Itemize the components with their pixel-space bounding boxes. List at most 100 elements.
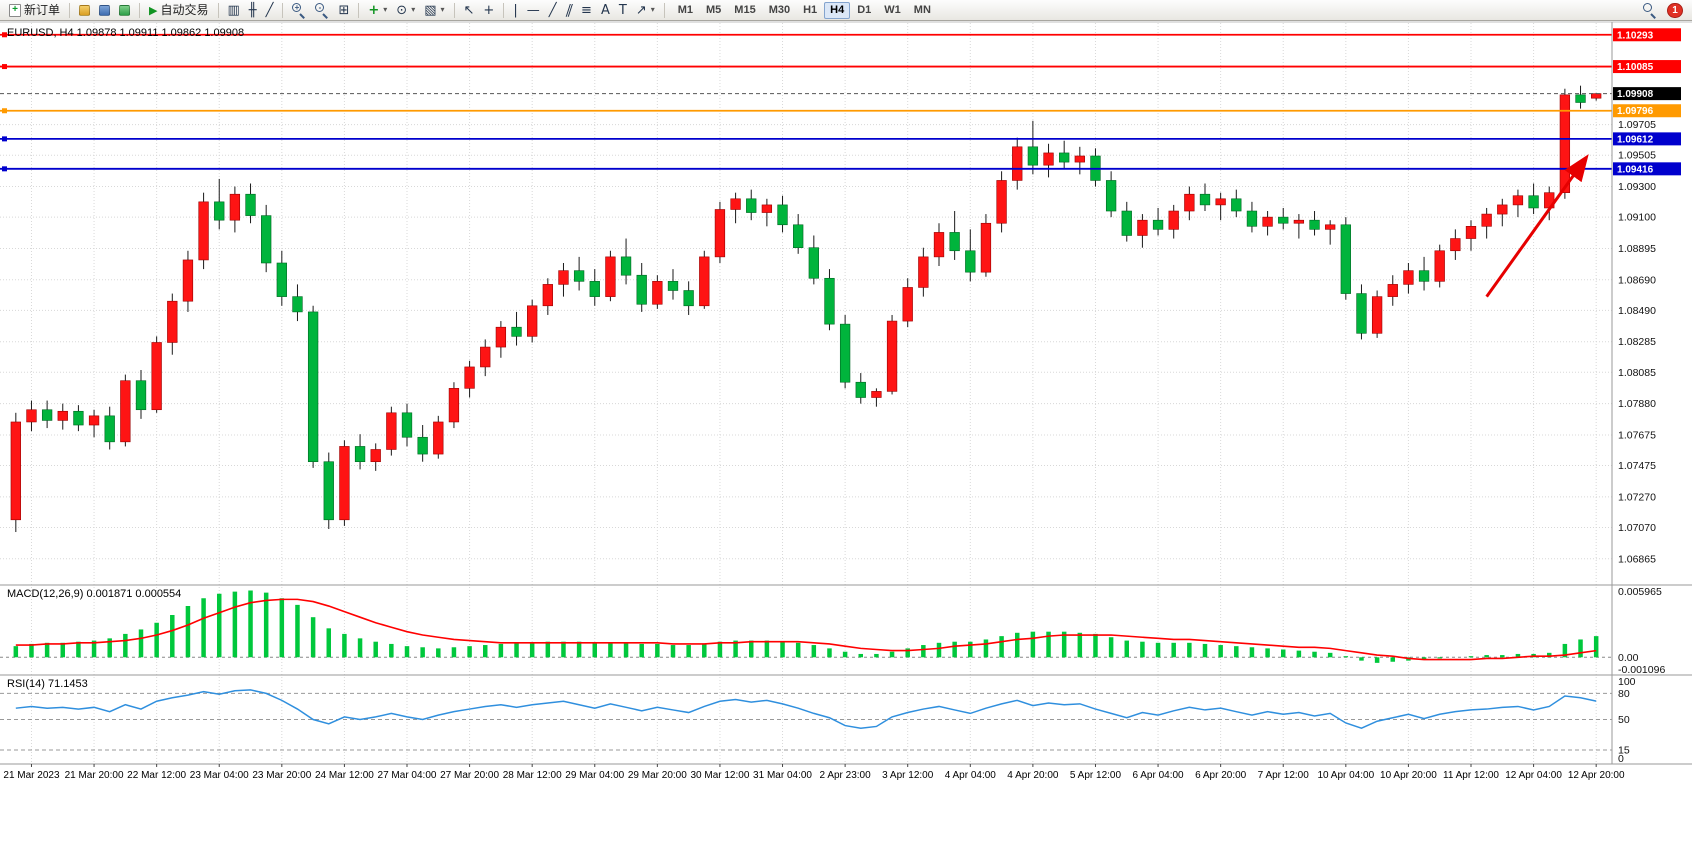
arrows-button[interactable]: ↗ ▾ [632,2,659,19]
svg-text:21 Mar 20:00: 21 Mar 20:00 [65,770,124,781]
svg-text:-0.001096: -0.001096 [1618,664,1665,676]
crosshair-icon: + [483,2,495,18]
terminal-button[interactable] [115,3,134,18]
svg-text:1.08895: 1.08895 [1618,243,1656,255]
svg-text:1.09100: 1.09100 [1618,212,1656,224]
toolbar-right: 1 [1639,1,1687,19]
market-watch-button[interactable] [75,3,94,18]
templates-button[interactable]: ▧ ▾ [420,2,448,19]
timeframe-button-M15[interactable]: M15 [734,3,756,16]
chevron-down-icon: ▾ [650,5,655,14]
periods-button[interactable]: ⊙ ▾ [392,2,419,19]
auto-trading-play-icon: ▶ [149,3,158,17]
svg-text:3 Apr 12:00: 3 Apr 12:00 [882,770,934,781]
navigator-button[interactable] [95,3,114,18]
svg-text:24 Mar 12:00: 24 Mar 12:00 [315,770,374,781]
svg-text:1.07070: 1.07070 [1618,522,1656,534]
zoom-out-icon: - [315,3,329,17]
zoom-out-button[interactable]: - [311,1,333,19]
text-label-button[interactable]: T [615,2,631,19]
price-chart-canvas[interactable]: 1.09705 1.09505 1.09300 1.09100 1.08895 1.086… [0,21,1692,847]
svg-text:1.07475: 1.07475 [1618,460,1656,472]
indicators-button[interactable]: + ▾ [364,2,391,19]
svg-text:1.08690: 1.08690 [1618,274,1656,286]
svg-text:29 Mar 20:00: 29 Mar 20:00 [628,770,687,781]
svg-text:11 Apr 12:00: 11 Apr 12:00 [1443,770,1499,781]
svg-text:1.09796: 1.09796 [1617,106,1654,117]
svg-text:10 Apr 04:00: 10 Apr 04:00 [1317,770,1374,781]
arrow-tool-icon: ↗ [635,2,647,18]
clock-icon: ⊙ [396,2,408,18]
svg-text:1.09300: 1.09300 [1618,181,1656,193]
new-order-icon: + [9,3,21,17]
svg-text:29 Mar 04:00: 29 Mar 04:00 [565,770,624,781]
chevron-down-icon: ▾ [383,5,388,14]
toolbar-separator [503,2,505,18]
toolbar-separator [139,2,141,18]
svg-text:50: 50 [1618,714,1630,726]
candlestick-chart-button[interactable]: ╫ [245,2,261,19]
timeframe-button-MN[interactable]: MN [913,3,931,16]
navigator-icon [99,4,111,16]
svg-text:7 Apr 12:00: 7 Apr 12:00 [1258,770,1310,781]
fibonacci-button[interactable]: ≡ [577,2,596,19]
tile-windows-button[interactable]: ⊞ [334,2,353,19]
candlestick-chart-icon: ╫ [248,2,257,18]
vertical-line-button[interactable]: | [509,2,521,19]
timeframe-button-M5[interactable]: M5 [706,3,722,16]
bar-chart-button[interactable]: ▥ [224,2,244,19]
tile-windows-icon: ⊞ [338,2,350,18]
channel-icon: ∥ [563,2,575,18]
svg-text:1.09612: 1.09612 [1617,134,1654,145]
toolbar-separator [453,2,455,18]
chart-area[interactable]: 1.09705 1.09505 1.09300 1.09100 1.08895 1.086… [0,21,1692,847]
vertical-line-icon: | [513,2,518,18]
line-chart-button[interactable]: ╱ [262,2,278,19]
channel-button[interactable]: ∥ [562,2,577,19]
svg-text:100: 100 [1618,676,1636,688]
template-icon: ▧ [424,2,437,18]
svg-text:22 Mar 12:00: 22 Mar 12:00 [127,770,186,781]
svg-text:1.09705: 1.09705 [1618,119,1656,131]
toolbar: + 新订单 ▶ 自动交易 ▥ ╫ ╱ + - ⊞ + ▾ ⊙ ▾ ▧ ▾ ↖ + | … [0,0,1692,21]
horizontal-line-button[interactable]: — [523,2,544,19]
svg-text:6 Apr 04:00: 6 Apr 04:00 [1132,770,1184,781]
cursor-icon: ↖ [463,2,475,18]
svg-text:31 Mar 04:00: 31 Mar 04:00 [753,770,812,781]
svg-text:12 Apr 20:00: 12 Apr 20:00 [1568,770,1625,781]
timeframe-button-D1[interactable]: D1 [857,3,872,16]
fibonacci-icon: ≡ [581,2,592,18]
line-chart-icon: ╱ [265,2,274,18]
auto-trading-label: 自动交易 [160,3,209,17]
toolbar-separator [663,2,665,18]
toolbar-separator [358,2,360,18]
text-label-icon: T [618,2,627,18]
notification-badge[interactable]: 1 [1667,2,1683,18]
svg-text:1.10085: 1.10085 [1617,62,1654,73]
svg-text:1.08285: 1.08285 [1618,336,1656,348]
svg-text:1.07880: 1.07880 [1618,398,1656,410]
new-order-label: 新订单 [24,3,61,17]
svg-text:23 Mar 20:00: 23 Mar 20:00 [252,770,311,781]
timeframe-button-M1[interactable]: M1 [677,3,694,16]
crosshair-button[interactable]: + [479,2,498,19]
zoom-in-button[interactable]: + [288,1,310,19]
svg-text:23 Mar 04:00: 23 Mar 04:00 [190,770,249,781]
auto-trading-button[interactable]: ▶ 自动交易 [145,2,212,18]
svg-text:1.07675: 1.07675 [1618,429,1656,441]
timeframe-button-W1[interactable]: W1 [884,3,901,16]
horizontal-line-icon: — [526,2,540,18]
timeframe-button-H1[interactable]: H1 [803,3,818,16]
market-watch-icon [79,4,91,16]
search-button[interactable] [1639,1,1661,19]
timeframe-button-M30[interactable]: M30 [768,3,791,16]
cursor-button[interactable]: ↖ [460,2,479,19]
trendline-button[interactable]: ╱ [545,2,561,19]
timeframe-button-H4[interactable]: H4 [824,1,851,19]
svg-text:1.07270: 1.07270 [1618,491,1656,503]
svg-text:15: 15 [1618,744,1630,756]
new-order-button[interactable]: + 新订单 [5,2,64,19]
search-icon [1643,3,1657,17]
text-button[interactable]: A [597,2,614,19]
